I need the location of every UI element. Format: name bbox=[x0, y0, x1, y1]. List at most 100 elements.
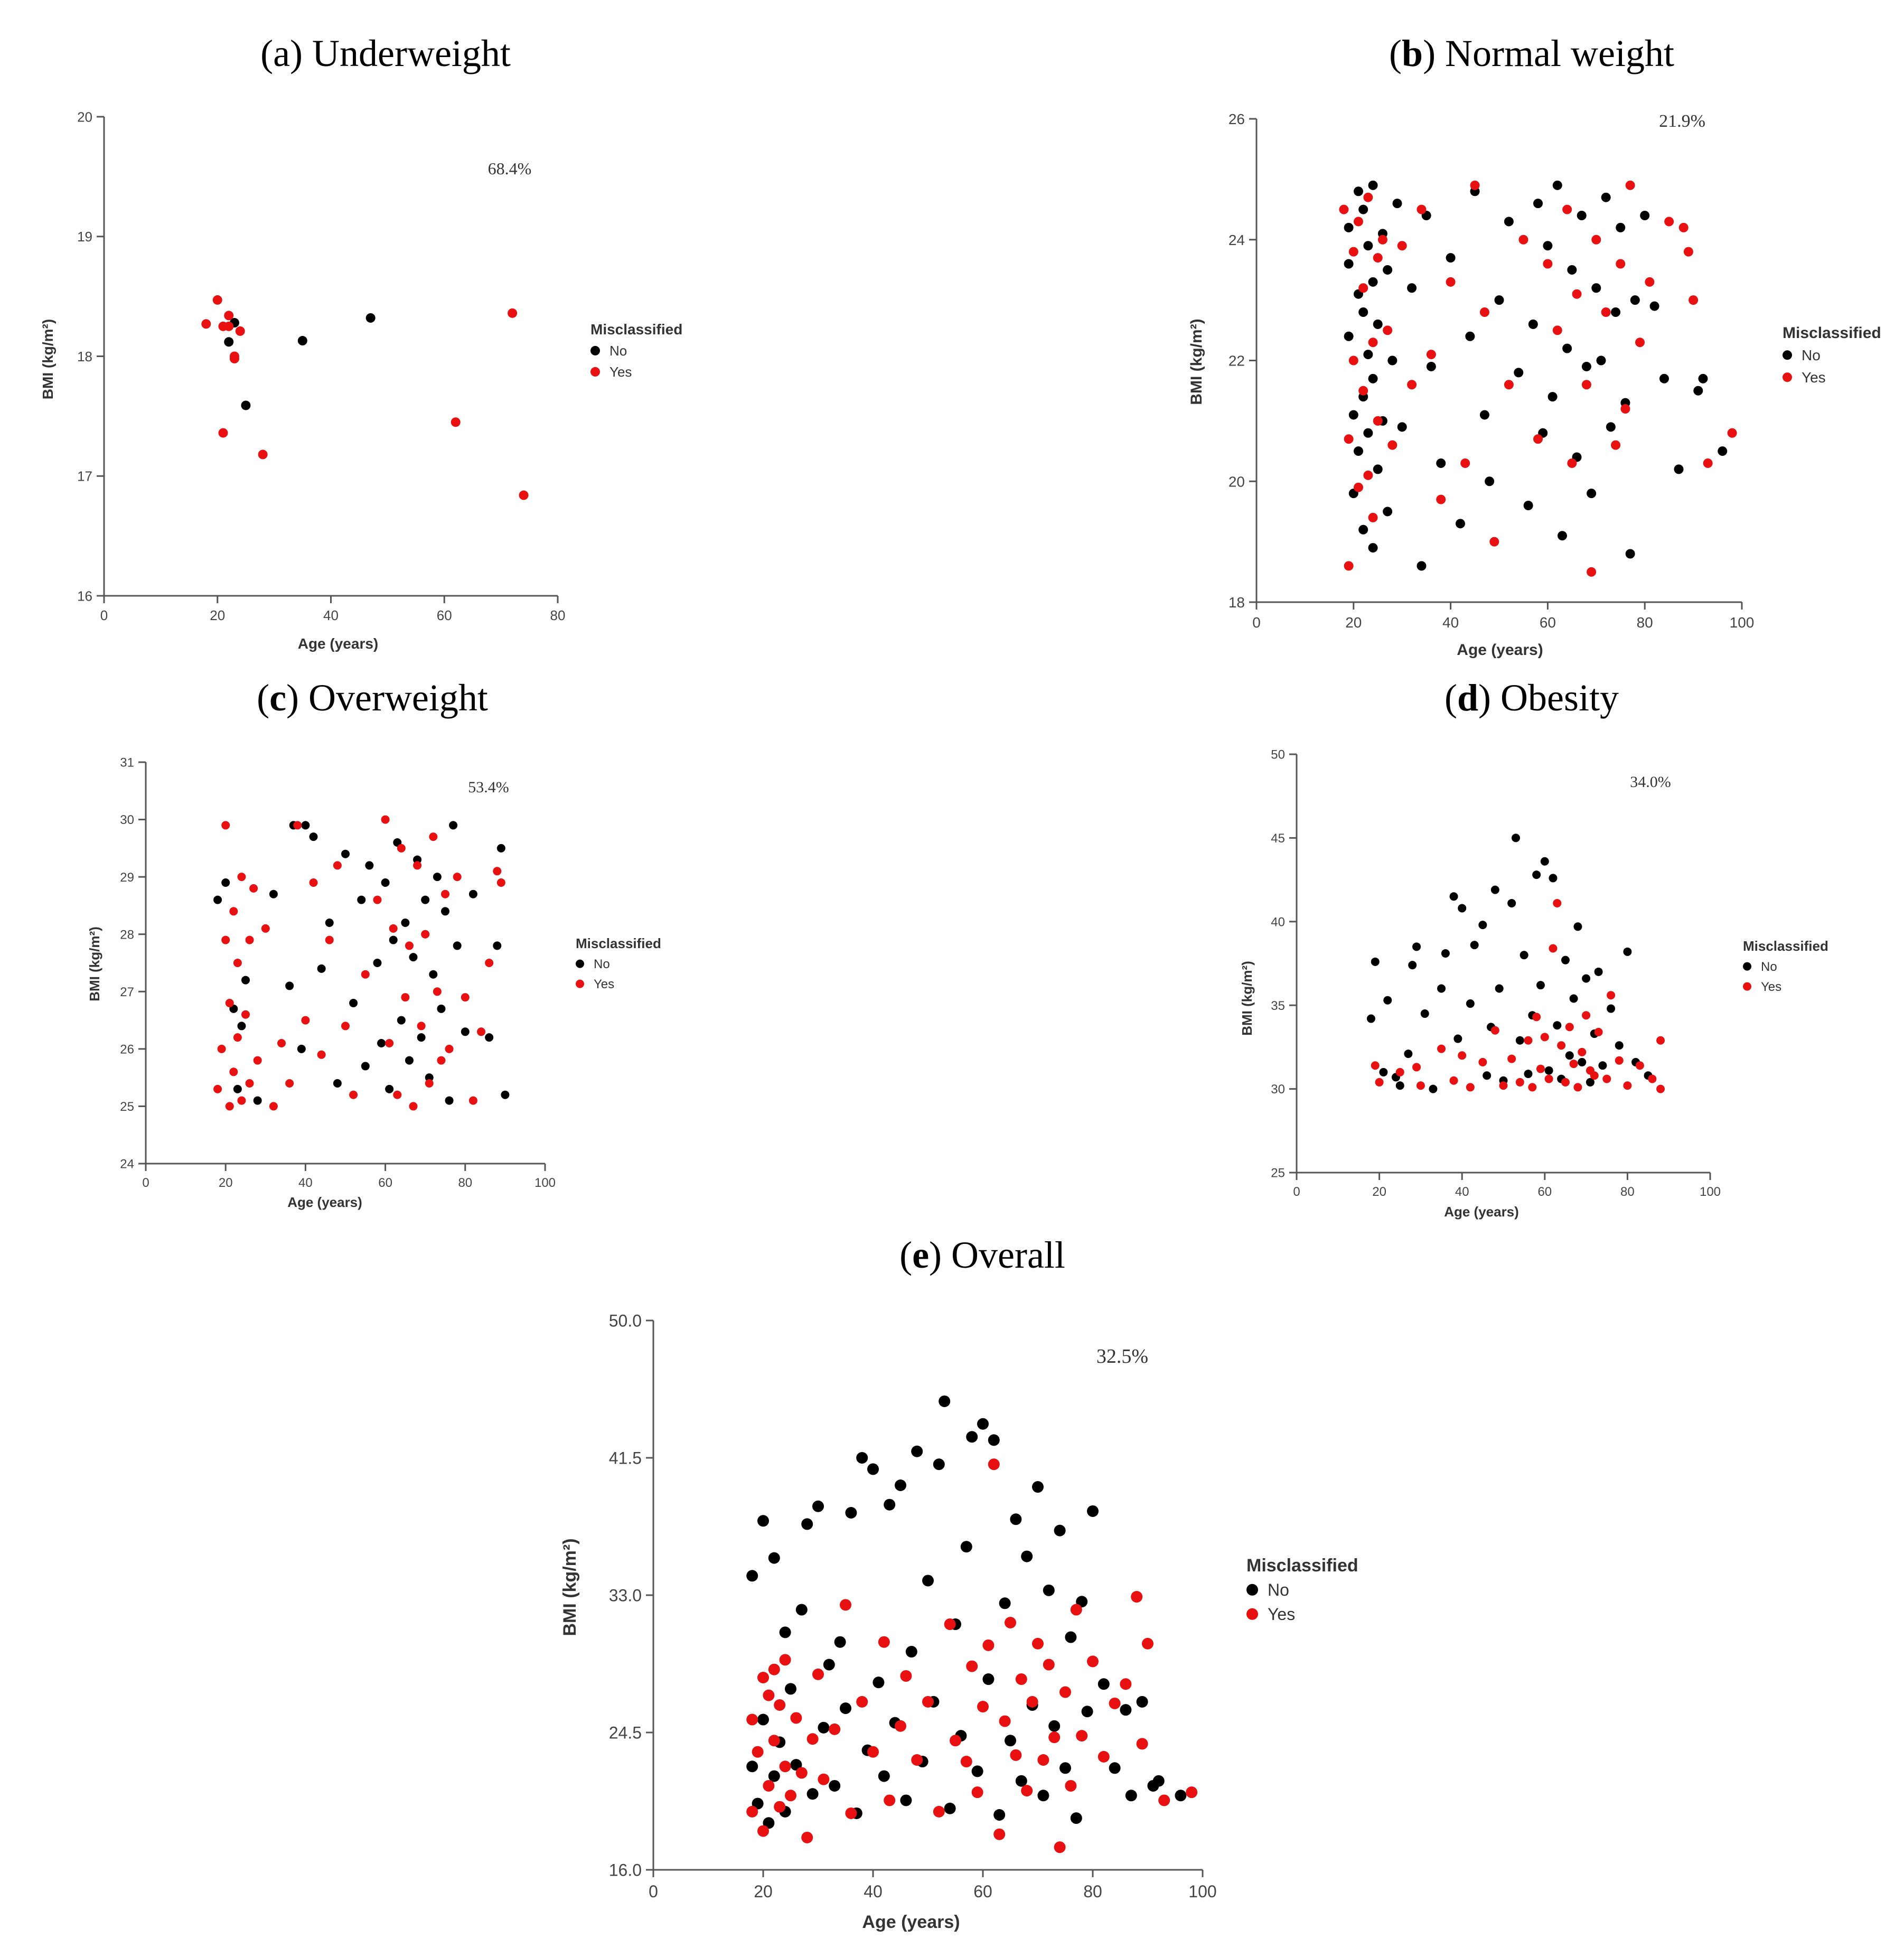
x-tick-label: 0 bbox=[1252, 614, 1261, 631]
data-point-yes bbox=[993, 1828, 1006, 1840]
data-point-no bbox=[1607, 1004, 1616, 1013]
data-point-yes bbox=[425, 1079, 434, 1088]
data-point-yes bbox=[1373, 416, 1383, 426]
y-tick-label: 30 bbox=[120, 813, 134, 827]
panel-title-letter: b bbox=[1402, 32, 1423, 74]
data-point-yes bbox=[1344, 561, 1354, 571]
data-point-no bbox=[253, 1096, 262, 1105]
data-point-yes bbox=[1353, 217, 1363, 227]
data-point-no bbox=[779, 1626, 791, 1638]
data-point-yes bbox=[1131, 1591, 1143, 1603]
data-point-no bbox=[1065, 1631, 1077, 1643]
x-tick-label: 80 bbox=[1637, 614, 1653, 631]
data-point-yes bbox=[341, 1022, 350, 1031]
data-point-no bbox=[397, 1016, 406, 1025]
data-point-yes bbox=[496, 878, 505, 887]
x-tick-label: 40 bbox=[323, 607, 339, 623]
data-point-yes bbox=[845, 1807, 857, 1819]
legend-marker-no bbox=[590, 345, 600, 355]
data-point-yes bbox=[258, 449, 268, 460]
data-point-no bbox=[982, 1673, 995, 1685]
data-point-no bbox=[768, 1552, 780, 1564]
legend-label-yes: Yes bbox=[1761, 980, 1781, 994]
legend-marker-yes bbox=[576, 979, 584, 988]
panel-e: (e) Overall 0 20 40 60 80 100 16.0 24.5 33.0 41.5 5… bbox=[560, 1234, 1358, 1932]
data-point-yes bbox=[1616, 259, 1626, 269]
data-point-no bbox=[960, 1541, 972, 1553]
data-point-no bbox=[818, 1721, 830, 1734]
data-point-no bbox=[845, 1507, 857, 1519]
data-point-yes bbox=[1635, 338, 1645, 348]
data-point-no bbox=[785, 1683, 796, 1695]
legend-label-yes: Yes bbox=[1268, 1605, 1295, 1624]
legend-title: Misclassified bbox=[590, 321, 682, 338]
data-point-no bbox=[834, 1636, 846, 1648]
data-point-no bbox=[221, 878, 230, 887]
data-point-yes bbox=[1507, 1054, 1516, 1063]
data-point-no bbox=[1368, 543, 1378, 553]
data-point-no bbox=[1533, 199, 1543, 209]
data-point-yes bbox=[1109, 1697, 1121, 1709]
panel-title-letter: c bbox=[269, 677, 286, 719]
y-tick-label: 33.0 bbox=[609, 1586, 642, 1605]
y-tick-label: 24 bbox=[1228, 232, 1245, 248]
x-tick-label: 20 bbox=[1372, 1185, 1386, 1199]
data-point-yes bbox=[225, 999, 234, 1007]
data-point-yes bbox=[1645, 277, 1655, 287]
data-point-no bbox=[1368, 373, 1378, 383]
data-point-yes bbox=[245, 935, 254, 944]
data-point-no bbox=[1495, 984, 1504, 993]
data-point-yes bbox=[933, 1805, 945, 1818]
data-point-no bbox=[1353, 186, 1363, 196]
data-point-yes bbox=[1377, 235, 1387, 245]
data-point-yes bbox=[261, 924, 270, 933]
y-tick-label: 25 bbox=[120, 1100, 134, 1114]
data-point-yes bbox=[829, 1723, 841, 1735]
data-point-yes bbox=[1070, 1604, 1082, 1616]
data-point-yes bbox=[1490, 1026, 1499, 1035]
data-point-yes bbox=[468, 1096, 477, 1105]
percent-annotation: 32.5% bbox=[1096, 1345, 1148, 1368]
y-tick-label: 30 bbox=[1271, 1082, 1285, 1097]
data-point-no bbox=[1674, 464, 1684, 474]
data-point-yes bbox=[1528, 1083, 1537, 1092]
data-point-no bbox=[1368, 277, 1378, 287]
legend-label-no: No bbox=[609, 343, 627, 359]
data-point-yes bbox=[1158, 1794, 1170, 1806]
x-tick-label: 60 bbox=[1537, 1185, 1552, 1199]
data-point-no bbox=[1344, 331, 1354, 341]
panel-title-prefix: ( bbox=[1389, 32, 1402, 74]
data-point-no bbox=[1561, 956, 1570, 964]
x-tick-label: 20 bbox=[210, 607, 225, 623]
data-point-no bbox=[1594, 967, 1603, 976]
data-point-no bbox=[1523, 501, 1533, 510]
x-tick-label: 0 bbox=[142, 1176, 149, 1190]
data-point-yes bbox=[477, 1027, 486, 1036]
data-point-no bbox=[1015, 1775, 1027, 1787]
data-point-yes bbox=[1635, 1061, 1644, 1070]
data-point-yes bbox=[285, 1079, 294, 1088]
data-point-no bbox=[801, 1518, 813, 1530]
data-point-no bbox=[409, 953, 418, 962]
data-point-no bbox=[449, 821, 458, 830]
data-point-yes bbox=[1368, 338, 1378, 348]
data-point-no bbox=[856, 1452, 868, 1464]
y-tick-label: 45 bbox=[1271, 831, 1285, 846]
legend-title: Misclassified bbox=[1783, 324, 1881, 342]
data-point-no bbox=[1470, 941, 1479, 950]
data-point-yes bbox=[1098, 1750, 1110, 1763]
data-point-yes bbox=[900, 1670, 912, 1682]
data-point-no bbox=[895, 1479, 906, 1491]
data-point-yes bbox=[301, 1016, 310, 1025]
data-point-no bbox=[361, 1062, 370, 1071]
data-point-no bbox=[237, 1022, 246, 1031]
data-point-no bbox=[1348, 410, 1358, 420]
data-point-yes bbox=[1590, 1071, 1599, 1080]
data-point-yes bbox=[437, 1056, 446, 1065]
data-point-yes bbox=[1683, 247, 1693, 257]
y-axis-label: BMI (kg/m²) bbox=[1239, 961, 1255, 1036]
data-point-no bbox=[1514, 368, 1524, 378]
data-point-yes bbox=[1437, 1044, 1446, 1053]
y-tick-label: 18 bbox=[77, 349, 92, 364]
data-point-yes bbox=[225, 1102, 234, 1111]
